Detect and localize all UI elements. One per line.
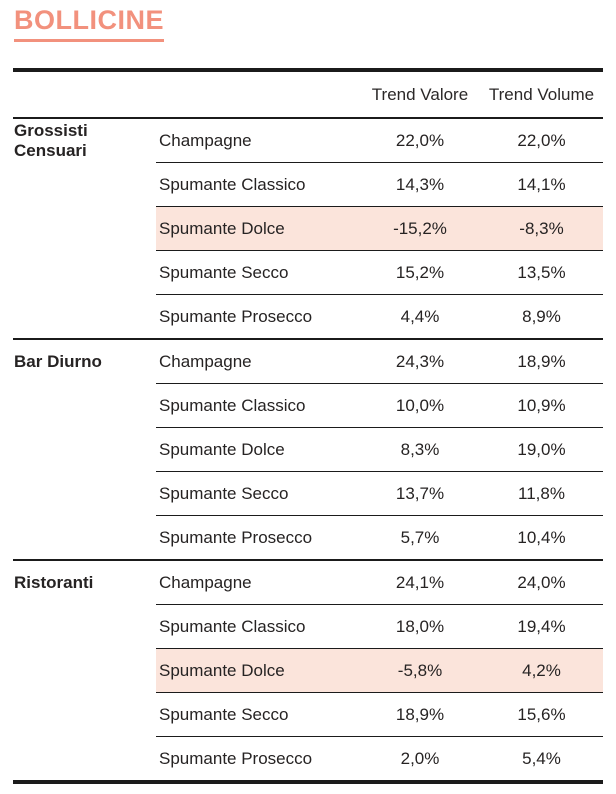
table-row: Spumante Classico 10,0% 10,9%	[13, 383, 603, 428]
group-label: Bar Diurno	[13, 338, 156, 384]
product-label: Spumante Dolce	[156, 427, 360, 472]
header-spacer	[13, 70, 156, 119]
product-label: Spumante Prosecco	[156, 515, 360, 560]
trend-valore-value: 14,3%	[360, 162, 480, 207]
trend-volume-value: -8,3%	[480, 206, 603, 251]
trend-valore-value: 8,3%	[360, 427, 480, 472]
trend-volume-value: 10,9%	[480, 383, 603, 428]
trend-valore-value: 10,0%	[360, 383, 480, 428]
product-label: Spumante Prosecco	[156, 736, 360, 782]
group-label: Ristoranti	[13, 559, 156, 605]
trend-volume-value: 14,1%	[480, 162, 603, 207]
trend-valore-value: -15,2%	[360, 206, 480, 251]
trend-volume-value: 18,9%	[480, 338, 603, 384]
trend-valore-value: 18,0%	[360, 604, 480, 649]
table-row: Grossisti Censuari Champagne 22,0% 22,0%	[13, 118, 603, 163]
table-row-highlighted: Spumante Dolce -15,2% -8,3%	[13, 206, 603, 251]
table-row: Ristoranti Champagne 24,1% 24,0%	[13, 559, 603, 605]
table-row-highlighted: Spumante Dolce -5,8% 4,2%	[13, 648, 603, 693]
table-row: Spumante Secco 13,7% 11,8%	[13, 471, 603, 516]
trend-valore-value: -5,8%	[360, 648, 480, 693]
trend-valore-value: 15,2%	[360, 250, 480, 295]
product-label: Spumante Prosecco	[156, 294, 360, 339]
trend-volume-value: 5,4%	[480, 736, 603, 782]
trend-volume-value: 10,4%	[480, 515, 603, 560]
table-row: Spumante Secco 18,9% 15,6%	[13, 692, 603, 737]
product-label: Champagne	[159, 130, 252, 150]
column-header-trend-valore: Trend Valore	[360, 70, 480, 119]
trend-volume-value: 22,0%	[517, 130, 566, 150]
table-row: Spumante Prosecco 4,4% 8,9%	[13, 294, 603, 339]
trend-volume-value: 19,0%	[480, 427, 603, 472]
product-label: Spumante Classico	[156, 162, 360, 207]
trend-valore-value: 24,1%	[360, 559, 480, 605]
table-row: Spumante Secco 15,2% 13,5%	[13, 250, 603, 295]
column-header-trend-volume: Trend Volume	[480, 70, 603, 119]
product-label: Spumante Secco	[156, 692, 360, 737]
trend-valore-value: 24,3%	[360, 338, 480, 384]
table-header-row: Trend Valore Trend Volume	[13, 70, 603, 119]
trend-table: Trend Valore Trend Volume Grossisti Cens…	[13, 68, 603, 784]
trend-volume-value: 11,8%	[480, 471, 603, 516]
trend-volume-value: 4,2%	[480, 648, 603, 693]
page-title: BOLLICINE	[14, 5, 164, 42]
trend-valore-value: 13,7%	[360, 471, 480, 516]
table-row: Spumante Prosecco 2,0% 5,4%	[13, 736, 603, 782]
table-row: Spumante Classico 14,3% 14,1%	[13, 162, 603, 207]
trend-volume-value: 13,5%	[480, 250, 603, 295]
product-label: Spumante Classico	[156, 383, 360, 428]
table-row: Spumante Classico 18,0% 19,4%	[13, 604, 603, 649]
trend-valore-value: 18,9%	[360, 692, 480, 737]
product-label: Spumante Secco	[156, 471, 360, 516]
trend-volume-value: 8,9%	[480, 294, 603, 339]
product-label: Champagne	[156, 559, 360, 605]
trend-valore-value: 5,7%	[360, 515, 480, 560]
table-row: Bar Diurno Champagne 24,3% 18,9%	[13, 338, 603, 384]
trend-valore-value: 22,0%	[395, 130, 445, 150]
table-row: Spumante Dolce 8,3% 19,0%	[13, 427, 603, 472]
trend-valore-value: 4,4%	[360, 294, 480, 339]
group-label: Grossisti Censuari	[14, 120, 88, 160]
product-label: Spumante Classico	[156, 604, 360, 649]
trend-volume-value: 19,4%	[480, 604, 603, 649]
trend-volume-value: 24,0%	[480, 559, 603, 605]
product-label: Spumante Dolce	[156, 648, 360, 693]
product-label: Spumante Dolce	[156, 206, 360, 251]
product-label: Spumante Secco	[156, 250, 360, 295]
product-label: Champagne	[156, 338, 360, 384]
header-spacer	[156, 70, 360, 119]
trend-valore-value: 2,0%	[360, 736, 480, 782]
trend-volume-value: 15,6%	[480, 692, 603, 737]
table-row: Spumante Prosecco 5,7% 10,4%	[13, 515, 603, 560]
